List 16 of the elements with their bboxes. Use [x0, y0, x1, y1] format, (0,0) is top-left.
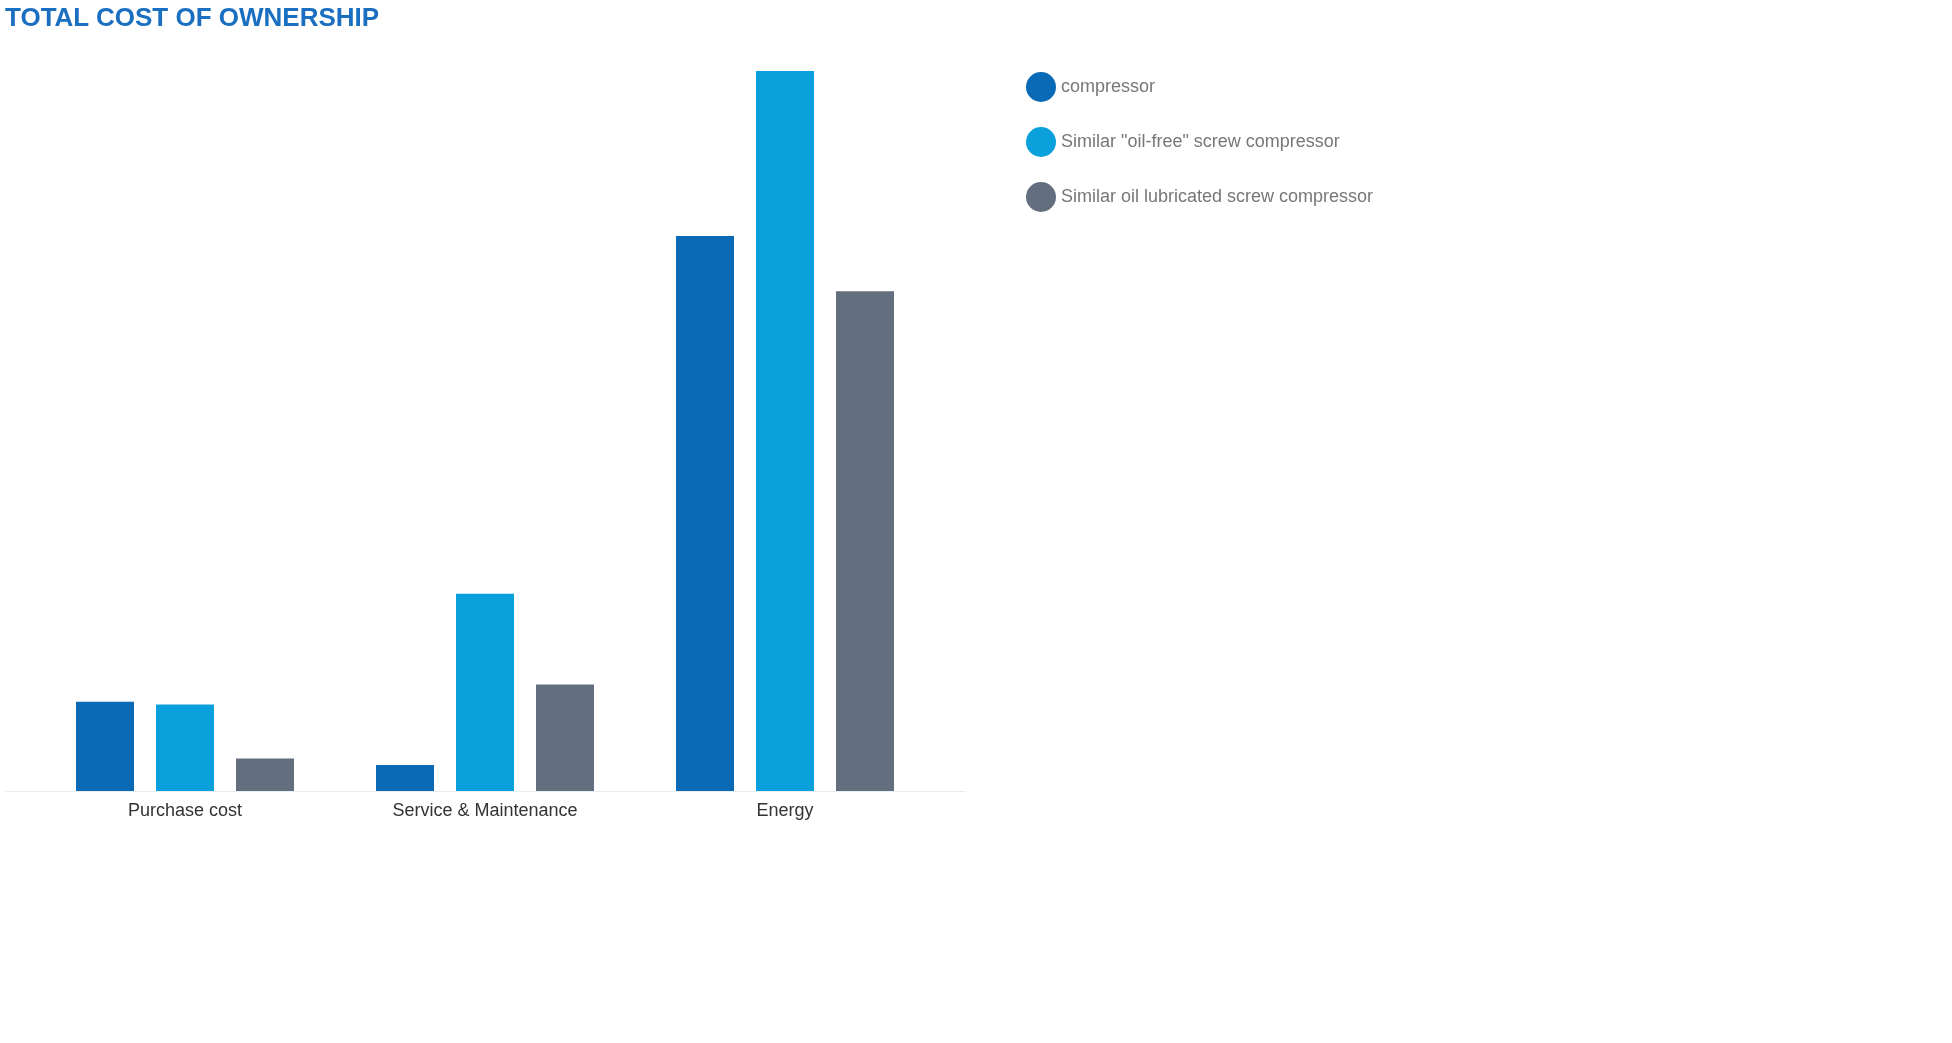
legend-label: Similar oil lubricated screw compressor: [1061, 186, 1374, 206]
bar: [76, 701, 134, 791]
bar: [456, 593, 514, 791]
x-tick-label: Energy: [756, 799, 814, 820]
bar: [676, 235, 734, 791]
x-tick-label: Purchase cost: [127, 799, 243, 820]
bar: [756, 71, 814, 791]
x-tick-label: Service & Maintenance: [392, 799, 578, 820]
bar: [156, 704, 214, 791]
bar: [236, 758, 294, 791]
bar: [376, 765, 434, 791]
bar: [536, 684, 594, 791]
bar: [836, 291, 894, 791]
chart-title: TOTAL COST OF OWNERSHIP: [5, 2, 380, 32]
legend-label: compressor: [1061, 76, 1156, 96]
legend-label: Similar "oil-free" screw compressor: [1061, 131, 1340, 151]
